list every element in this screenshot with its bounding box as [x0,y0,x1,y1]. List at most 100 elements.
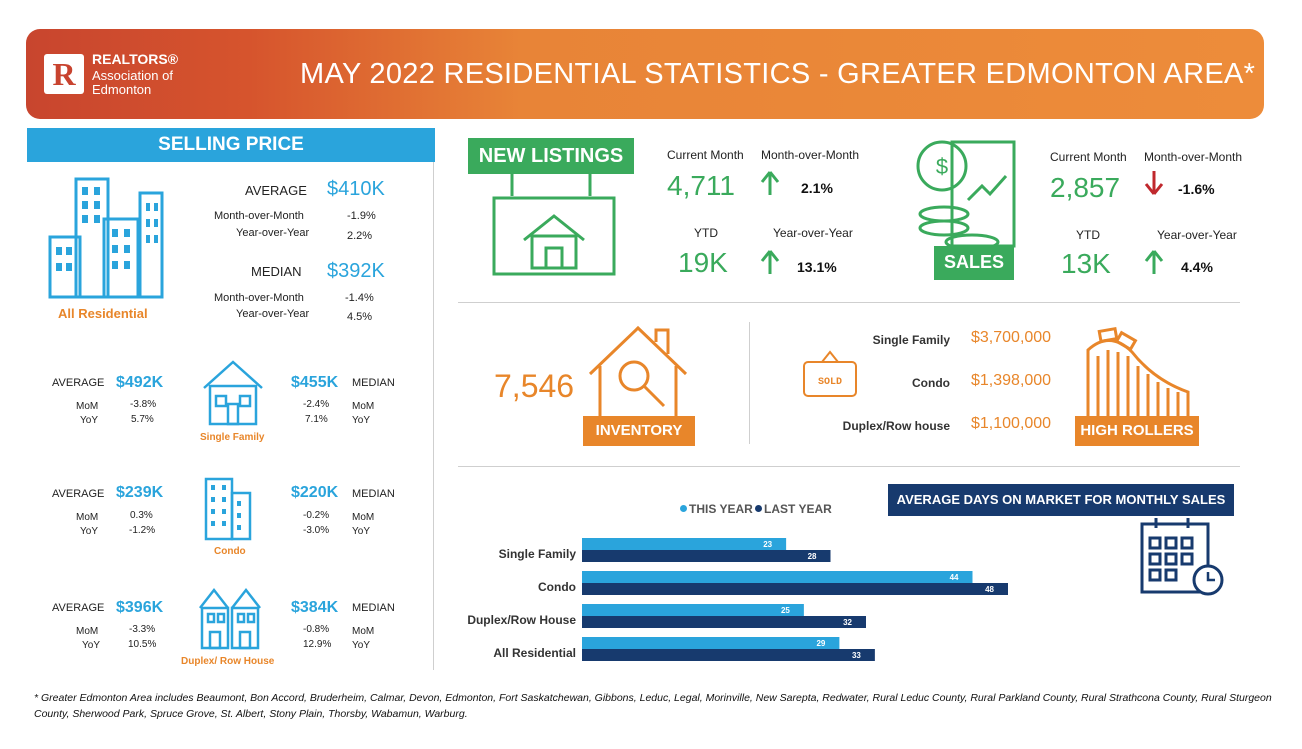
bar-last-year [582,550,831,562]
condo-median-label: MEDIAN [352,488,395,500]
header-banner [26,29,1264,119]
sf-med-mom-value: -2.4% [303,399,330,410]
legend-last-year: LAST YEAR [764,502,832,516]
dom-chart-title: AVERAGE DAYS ON MARKET FOR MONTHLY SALES [896,492,1226,507]
condo-avg-yoy-value: -1.2% [129,525,156,536]
duplex-avg-mom-value: -3.3% [129,624,156,635]
realtors-logo [44,54,84,94]
bar-this-year [582,637,840,649]
sales-current-month-label: Current Month [1050,150,1127,164]
condo-median-value: $220K [291,484,339,501]
up-arrow-icon [760,250,780,274]
sf-avg-yoy-label: YoY [80,415,98,426]
nl-mom-label: Month-over-Month [761,148,860,162]
section-divider-top [458,302,1240,303]
hr-duplex-label: Duplex/Row house [842,419,950,433]
condo-med-yoy-value: -3.0% [303,525,330,536]
bar-value-label: 25 [781,606,790,615]
dom-category-label: Duplex/Row House [467,613,576,627]
duplex-average-label: AVERAGE [52,602,105,614]
all-average-label: AVERAGE [245,183,307,198]
vertical-divider [749,322,750,444]
down-arrow-icon [1144,171,1164,195]
hr-duplex-price: $1,100,000 [971,415,1052,432]
hr-condo-price: $1,398,000 [971,372,1052,389]
condo-med-yoy-label: YoY [352,526,370,537]
up-arrow-icon [1144,250,1164,274]
selling-price-title: SELLING PRICE [158,134,304,155]
duplex-label: Duplex/ Row House [181,656,275,667]
dom-category-label: Condo [538,580,576,594]
dom-category-label: Single Family [498,547,576,561]
all-med-yoy-label: Year-over-Year [236,308,310,320]
duplex-median-label: MEDIAN [352,602,395,614]
legend-this-year: THIS YEAR [689,502,753,516]
left-divider [433,162,434,670]
dom-chart-title-banner [888,484,1234,516]
sf-median-value: $455K [291,374,339,391]
svg-text:$: $ [936,154,948,179]
sales-money-icon: $ [916,140,1016,280]
legend-dot-this-year [680,505,687,512]
duplex-avg-yoy-label: YoY [82,640,100,651]
nl-yoy-value: 13.1% [797,259,837,275]
up-arrow-icon [760,171,780,195]
all-avg-mom-label: Month-over-Month [214,210,304,222]
org-name-line2: Association of [92,68,173,83]
dom-bar-chart: 23 28 44 48 25 32 29 33 [582,538,1008,661]
realtors-logo-letter: R [52,56,76,92]
legend-dot-last-year [755,505,762,512]
sales-yoy-label: Year-over-Year [1157,228,1237,242]
bar-value-label: 33 [852,651,861,660]
calendar-icon [1140,518,1224,596]
nl-current-month-label: Current Month [667,148,744,162]
bar-value-label: 44 [950,573,959,582]
sales-yoy-value: 4.4% [1181,259,1213,275]
duplex-avg-mom-label: MoM [76,626,99,637]
new-listings-title: NEW LISTINGS [478,145,624,167]
bar-this-year [582,571,973,583]
sf-med-yoy-label: YoY [352,415,370,426]
selling-price-banner [27,128,435,162]
bar-last-year [582,649,875,661]
sf-median-label: MEDIAN [352,377,395,389]
sf-average-label: AVERAGE [52,377,105,389]
sf-avg-mom-label: MoM [76,401,99,412]
condo-med-mom-label: MoM [352,512,375,523]
page-title: MAY 2022 RESIDENTIAL STATISTICS - GREATE… [300,58,1256,90]
condo-med-mom-value: -0.2% [303,510,330,521]
condo-avg-yoy-label: YoY [80,526,98,537]
condo-average-value: $239K [116,484,164,501]
inventory-label: INVENTORY [583,416,695,446]
condo-avg-mom-label: MoM [76,512,99,523]
all-avg-yoy-label: Year-over-Year [236,227,310,239]
all-average-value: $410K [327,178,385,200]
duplex-avg-yoy-value: 10.5% [128,639,157,650]
org-name-line3: Edmonton [92,82,152,97]
nl-yoy-label: Year-over-Year [773,226,853,240]
sf-med-yoy-value: 7.1% [305,414,328,425]
bar-value-label: 32 [843,618,852,627]
bar-last-year [582,616,866,628]
all-med-mom-label: Month-over-Month [214,292,304,304]
sold-sign-text: SOLD [817,377,842,388]
duplex-med-yoy-value: 12.9% [303,639,332,650]
sold-sign-icon [803,350,857,397]
roller-coaster-icon [1086,326,1190,416]
footnote: * Greater Edmonton Area includes Beaumon… [34,692,1272,720]
bar-value-label: 48 [985,585,994,594]
hr-single-family-label: Single Family [872,333,950,347]
bar-this-year [582,604,804,616]
duplex-average-value: $396K [116,599,164,616]
bar-last-year [582,583,1008,595]
inventory-house-search-icon [588,325,688,416]
bar-value-label: 29 [816,639,825,648]
bar-value-label: 23 [763,540,772,549]
bar-value-label: 28 [808,552,817,561]
sales-ytd-label: YTD [1076,228,1100,242]
condo-average-label: AVERAGE [52,488,105,500]
duplex-med-yoy-label: YoY [352,640,370,651]
all-median-value: $392K [327,260,385,282]
duplex-rowhouse-icon [199,587,261,650]
duplex-median-value: $384K [291,599,339,616]
